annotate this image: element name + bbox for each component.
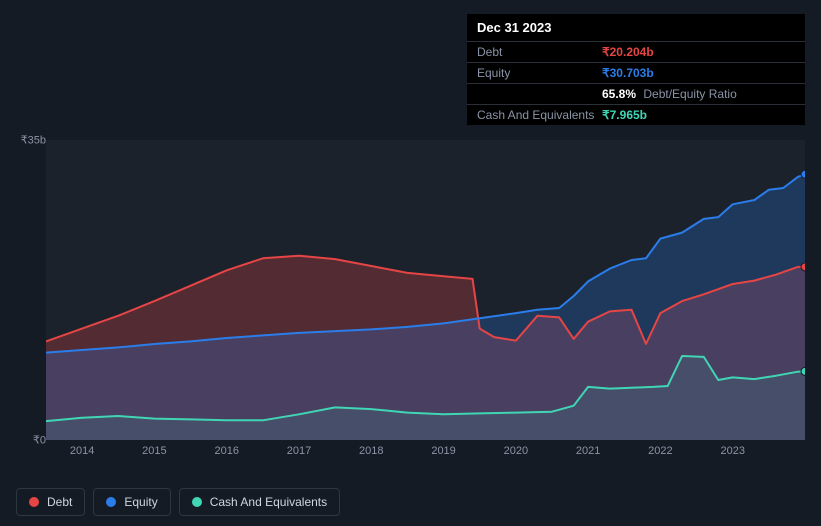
y-axis: ₹0₹35b <box>16 120 46 440</box>
x-tick: 2023 <box>720 445 744 457</box>
x-tick: 2014 <box>70 445 94 457</box>
x-tick: 2021 <box>576 445 600 457</box>
x-tick: 2019 <box>431 445 455 457</box>
tooltip-row-label: Cash And Equivalents <box>477 108 602 122</box>
tooltip-row: Debt₹20.204b <box>467 41 805 62</box>
y-tick: ₹35b <box>21 134 46 147</box>
x-tick: 2017 <box>287 445 311 457</box>
plot-area[interactable] <box>46 140 805 440</box>
legend-item-equity[interactable]: Equity <box>93 488 170 516</box>
tooltip-row: 65.8% Debt/Equity Ratio <box>467 83 805 104</box>
legend-dot <box>106 497 116 507</box>
legend-label: Debt <box>47 495 72 509</box>
series-end-marker <box>801 170 805 178</box>
tooltip-row-label: Debt <box>477 45 602 59</box>
series-end-marker <box>801 367 805 375</box>
x-tick: 2022 <box>648 445 672 457</box>
legend-dot <box>29 497 39 507</box>
tooltip-row-sub: Debt/Equity Ratio <box>640 87 737 101</box>
legend-dot <box>192 497 202 507</box>
debt-equity-chart: ₹0₹35b 201420152016201720182019202020212… <box>16 120 805 480</box>
x-tick: 2018 <box>359 445 383 457</box>
x-tick: 2020 <box>504 445 528 457</box>
tooltip-row: Cash And Equivalents₹7.965b <box>467 104 805 125</box>
legend-item-cash-and-equivalents[interactable]: Cash And Equivalents <box>179 488 340 516</box>
tooltip-date: Dec 31 2023 <box>467 14 805 41</box>
legend-label: Equity <box>124 495 157 509</box>
tooltip-row: Equity₹30.703b <box>467 62 805 83</box>
legend-label: Cash And Equivalents <box>210 495 327 509</box>
tooltip-row-value: ₹30.703b <box>602 66 654 80</box>
tooltip-row-label: Equity <box>477 66 602 80</box>
tooltip-row-value: 65.8% Debt/Equity Ratio <box>602 87 737 101</box>
x-tick: 2015 <box>142 445 166 457</box>
x-tick: 2016 <box>214 445 238 457</box>
legend-item-debt[interactable]: Debt <box>16 488 85 516</box>
chart-legend: Debt Equity Cash And Equivalents <box>16 488 340 516</box>
chart-tooltip: Dec 31 2023 Debt₹20.204bEquity₹30.703b65… <box>467 14 805 125</box>
series-end-marker <box>801 263 805 271</box>
tooltip-row-label <box>477 87 602 101</box>
tooltip-row-value: ₹7.965b <box>602 108 647 122</box>
y-tick: ₹0 <box>33 434 46 447</box>
tooltip-row-value: ₹20.204b <box>602 45 654 59</box>
x-axis: 2014 2015 2016 2017 2018 2019 2020 2021 2022 2023 <box>46 445 805 465</box>
